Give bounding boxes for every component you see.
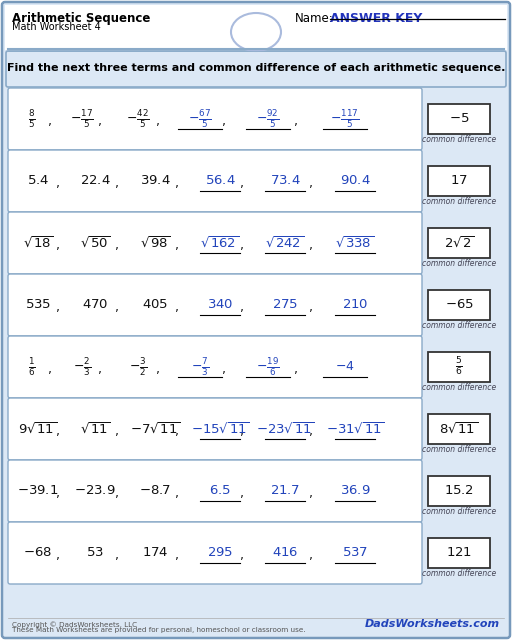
- Text: $\sqrt{98}$: $\sqrt{98}$: [140, 236, 170, 251]
- Text: $-68$: $-68$: [24, 547, 53, 559]
- Text: ,: ,: [175, 424, 179, 438]
- Text: $-23\sqrt{11}$: $-23\sqrt{11}$: [255, 421, 314, 436]
- Text: ${-}\frac{92}{5}$: ${-}\frac{92}{5}$: [257, 108, 280, 130]
- Text: common difference: common difference: [422, 259, 496, 268]
- Text: ,: ,: [56, 548, 60, 561]
- Text: ,: ,: [48, 115, 52, 127]
- Text: $-15\sqrt{11}$: $-15\sqrt{11}$: [190, 421, 249, 436]
- Text: common difference: common difference: [422, 507, 496, 516]
- FancyBboxPatch shape: [8, 522, 422, 584]
- Text: $-23.9$: $-23.9$: [74, 484, 116, 497]
- Bar: [428, 166, 490, 196]
- Text: $174$: $174$: [142, 547, 168, 559]
- Text: $275$: $275$: [272, 298, 298, 312]
- FancyBboxPatch shape: [8, 274, 422, 336]
- Bar: [428, 538, 490, 568]
- Text: ,: ,: [175, 177, 179, 189]
- FancyBboxPatch shape: [8, 212, 422, 274]
- Text: ${-}\frac{19}{6}$: ${-}\frac{19}{6}$: [256, 356, 280, 378]
- Text: ,: ,: [56, 424, 60, 438]
- Text: ,: ,: [175, 486, 179, 499]
- Text: ,: ,: [240, 239, 244, 252]
- Text: ,: ,: [309, 486, 313, 499]
- Text: common difference: common difference: [422, 569, 496, 578]
- Text: ,: ,: [115, 239, 119, 252]
- Text: ,: ,: [56, 177, 60, 189]
- FancyBboxPatch shape: [8, 88, 422, 150]
- Text: ,: ,: [309, 424, 313, 438]
- Text: $\sqrt{18}$: $\sqrt{18}$: [23, 236, 53, 251]
- Text: $6.5$: $6.5$: [209, 484, 231, 497]
- Bar: [428, 414, 490, 444]
- Text: $22.4$: $22.4$: [80, 175, 111, 188]
- Text: ,: ,: [309, 548, 313, 561]
- Text: $535$: $535$: [25, 298, 51, 312]
- Text: common difference: common difference: [422, 383, 496, 392]
- Text: ${-}\frac{42}{5}$: ${-}\frac{42}{5}$: [126, 108, 150, 130]
- Text: $-8.7$: $-8.7$: [139, 484, 171, 497]
- Text: ,: ,: [240, 486, 244, 499]
- Text: ${-}\frac{7}{3}$: ${-}\frac{7}{3}$: [191, 356, 209, 378]
- Text: common difference: common difference: [422, 445, 496, 454]
- Text: $\frac{1}{6}$: $\frac{1}{6}$: [28, 356, 36, 378]
- Text: $21.7$: $21.7$: [270, 484, 300, 497]
- Text: $39.4$: $39.4$: [140, 175, 170, 188]
- FancyBboxPatch shape: [6, 51, 506, 87]
- Text: $295$: $295$: [207, 547, 233, 559]
- Text: ,: ,: [240, 301, 244, 314]
- Text: ,: ,: [240, 424, 244, 438]
- Text: ,: ,: [175, 301, 179, 314]
- Bar: [428, 352, 490, 382]
- Text: common difference: common difference: [422, 197, 496, 206]
- Text: ,: ,: [294, 362, 298, 376]
- Text: $470$: $470$: [82, 298, 108, 312]
- Text: $416$: $416$: [272, 547, 298, 559]
- Text: $5.4$: $5.4$: [27, 175, 49, 188]
- Text: $405$: $405$: [142, 298, 168, 312]
- Text: $-31\sqrt{11}$: $-31\sqrt{11}$: [326, 421, 385, 436]
- FancyBboxPatch shape: [8, 398, 422, 460]
- Text: $-7\sqrt{11}$: $-7\sqrt{11}$: [130, 421, 180, 436]
- Text: $15.2$: $15.2$: [444, 484, 474, 497]
- Bar: [428, 104, 490, 134]
- Text: These Math Worksheets are provided for personal, homeschool or classroom use.: These Math Worksheets are provided for p…: [12, 627, 306, 633]
- Text: ${-}\frac{2}{3}$: ${-}\frac{2}{3}$: [73, 356, 91, 378]
- Text: $53$: $53$: [86, 547, 104, 559]
- Text: ,: ,: [115, 548, 119, 561]
- Text: ,: ,: [98, 362, 102, 376]
- Text: $210$: $210$: [342, 298, 368, 312]
- Text: $73.4$: $73.4$: [270, 175, 301, 188]
- Text: $90.4$: $90.4$: [339, 175, 370, 188]
- Text: ,: ,: [294, 115, 298, 127]
- Text: ,: ,: [309, 239, 313, 252]
- Text: common difference: common difference: [422, 135, 496, 144]
- Text: ${-}\frac{17}{5}$: ${-}\frac{17}{5}$: [70, 108, 94, 130]
- Text: $2\sqrt{2}$: $2\sqrt{2}$: [444, 236, 474, 251]
- Text: $\sqrt{50}$: $\sqrt{50}$: [80, 236, 110, 251]
- FancyBboxPatch shape: [8, 336, 422, 398]
- Text: ,: ,: [309, 301, 313, 314]
- Text: Find the next three terms and common difference of each arithmetic sequence.: Find the next three terms and common dif…: [7, 63, 505, 73]
- Text: $8\sqrt{11}$: $8\sqrt{11}$: [439, 421, 479, 436]
- Text: $\sqrt{242}$: $\sqrt{242}$: [266, 236, 305, 251]
- Text: $\sqrt{11}$: $\sqrt{11}$: [80, 421, 110, 436]
- Bar: [428, 290, 490, 320]
- Bar: [428, 476, 490, 506]
- Text: Arithmetic Sequence: Arithmetic Sequence: [12, 12, 151, 25]
- Text: ,: ,: [98, 115, 102, 127]
- Text: ,: ,: [175, 548, 179, 561]
- Text: Math Worksheet 4: Math Worksheet 4: [12, 22, 101, 32]
- Text: ANSWER KEY: ANSWER KEY: [330, 12, 422, 25]
- Text: $340$: $340$: [207, 298, 233, 312]
- Text: ${-}\frac{3}{2}$: ${-}\frac{3}{2}$: [129, 356, 147, 378]
- Text: Name:: Name:: [295, 12, 334, 25]
- Text: $-65$: $-65$: [444, 298, 474, 312]
- Text: $-5$: $-5$: [449, 113, 469, 125]
- Bar: [428, 228, 490, 258]
- Text: $17$: $17$: [450, 175, 468, 188]
- Text: Copyright © DadsWorksheets, LLC: Copyright © DadsWorksheets, LLC: [12, 621, 137, 628]
- Text: ${-}\frac{67}{5}$: ${-}\frac{67}{5}$: [188, 108, 212, 130]
- Text: ,: ,: [56, 239, 60, 252]
- FancyBboxPatch shape: [8, 460, 422, 522]
